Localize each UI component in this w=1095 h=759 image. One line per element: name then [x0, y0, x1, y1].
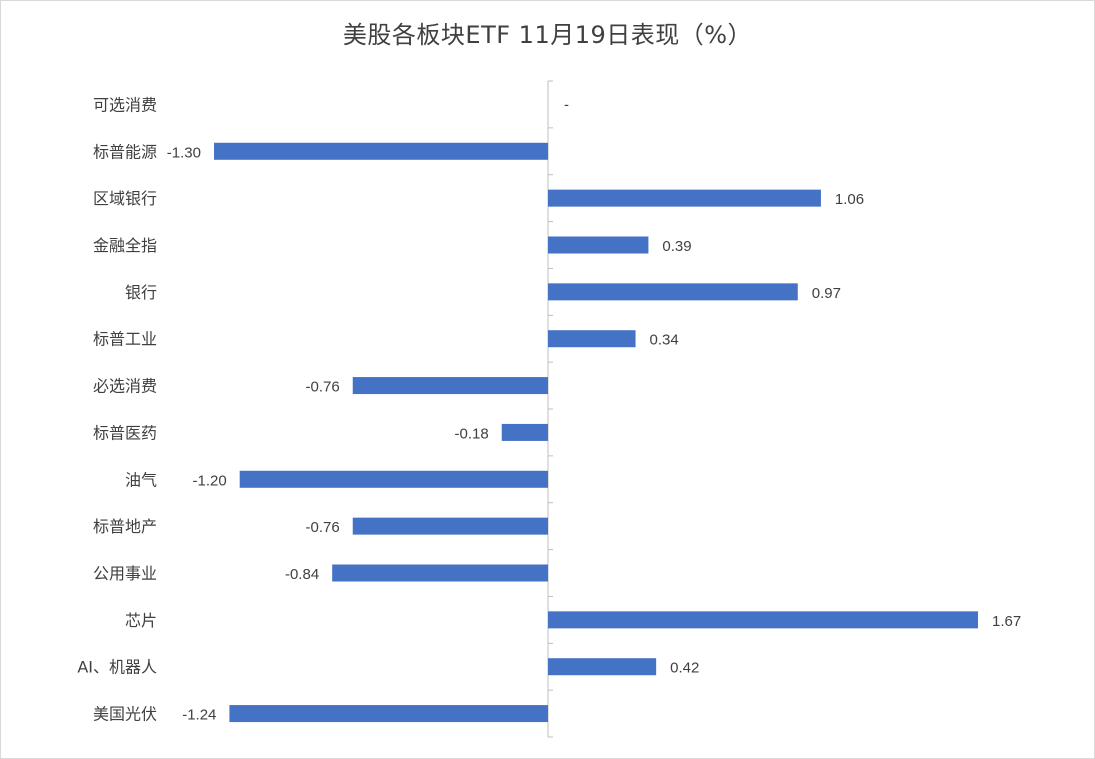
- category-label: 可选消费: [93, 95, 157, 114]
- category-label: 必选消费: [93, 377, 157, 396]
- bar: [548, 330, 636, 348]
- category-label: 公用事业: [93, 564, 157, 583]
- category-label: 标普工业: [93, 330, 157, 349]
- bar: [501, 423, 548, 441]
- data-label: 0.97: [812, 285, 841, 302]
- data-label: 0.39: [662, 238, 691, 255]
- category-label: 标普地产: [93, 517, 157, 536]
- category-label: 美国光伏: [93, 705, 157, 724]
- category-label: AI、机器人: [77, 658, 157, 677]
- category-label: 标普医药: [93, 423, 157, 442]
- data-label: -0.84: [285, 566, 319, 583]
- category-label: 油气: [125, 470, 157, 489]
- bar: [332, 564, 548, 582]
- data-label: 1.06: [835, 191, 864, 208]
- bar: [239, 470, 548, 488]
- data-label: -0.76: [306, 519, 340, 536]
- category-label: 标普能源: [93, 142, 157, 161]
- data-label: 1.67: [992, 613, 1021, 630]
- bar: [548, 236, 649, 254]
- data-label: -0.76: [306, 379, 340, 396]
- bar: [548, 658, 657, 676]
- category-label: 芯片: [125, 611, 157, 630]
- bar: [548, 283, 798, 301]
- bar: [352, 517, 548, 535]
- data-label: -0.18: [455, 425, 489, 442]
- data-label: -: [564, 96, 569, 113]
- bar: [548, 189, 821, 207]
- data-label: 0.34: [650, 332, 679, 349]
- data-label: 0.42: [670, 660, 699, 677]
- data-label: -1.30: [167, 144, 201, 161]
- category-label: 金融全指: [93, 236, 157, 255]
- bar: [352, 377, 548, 395]
- category-label: 区域银行: [93, 189, 157, 208]
- data-label: -1.20: [192, 472, 226, 489]
- bar: [548, 611, 978, 629]
- category-label: 银行: [125, 283, 157, 302]
- bar: [229, 705, 548, 723]
- bar: [214, 142, 548, 160]
- data-label: -1.24: [182, 707, 216, 724]
- chart-title: 美股各板块ETF 11月19日表现（%）: [342, 21, 753, 49]
